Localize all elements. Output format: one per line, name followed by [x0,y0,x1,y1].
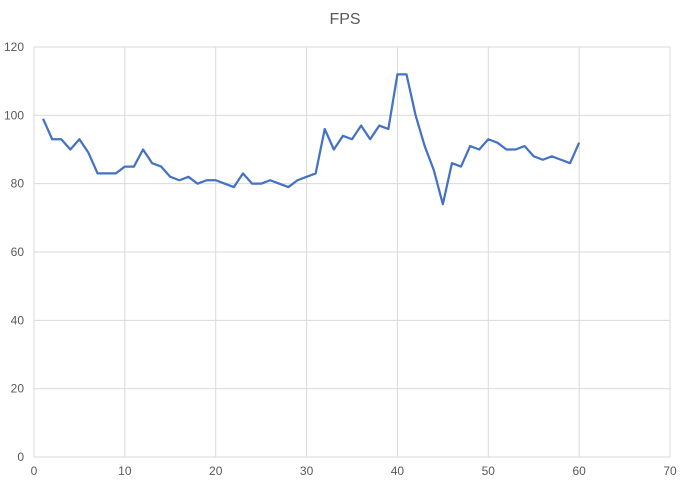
line [42,73,581,206]
x-tick-label: 40 [391,464,405,478]
x-tick-label: 30 [300,464,314,478]
y-tick-label: 100 [4,108,24,122]
x-tick-label: 0 [31,464,38,478]
y-tick-label: 120 [4,40,24,54]
x-tick-label: 20 [209,464,223,478]
x-tick-label: 50 [482,464,496,478]
y-tick-label: 40 [11,313,25,327]
x-tick-label: 60 [572,464,586,478]
chart-title: FPS [329,11,360,28]
y-tick-label: 60 [11,245,25,259]
x-tick-label: 10 [118,464,132,478]
y-tick-label: 20 [11,382,25,396]
x-tick-label: 70 [663,464,677,478]
y-tick-label: 80 [11,177,25,191]
y-tick-label: 0 [17,450,24,464]
